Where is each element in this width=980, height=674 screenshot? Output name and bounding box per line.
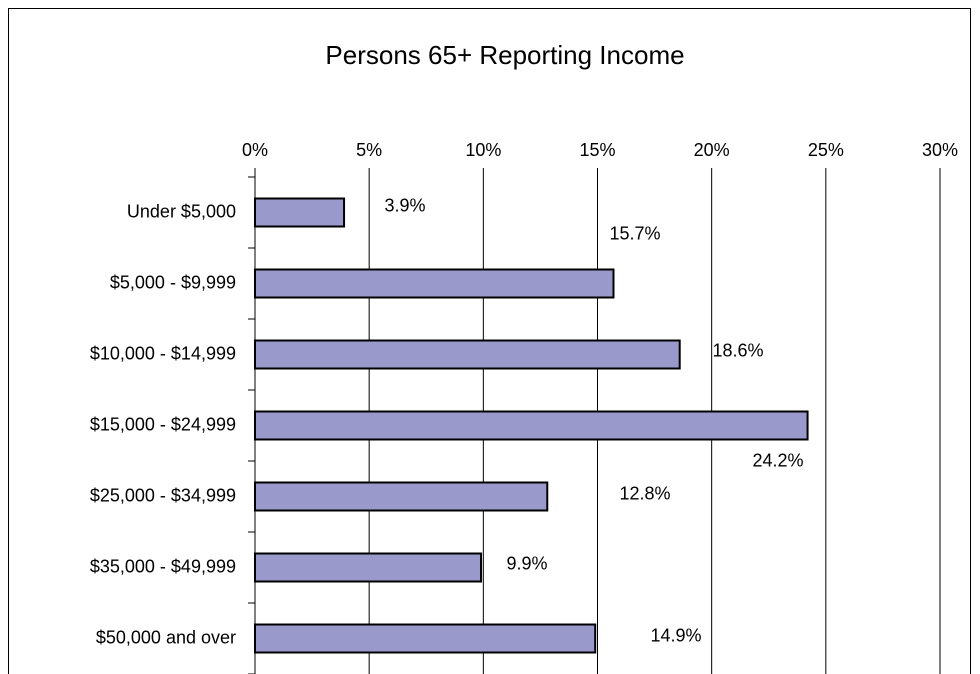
x-tick-label: 0% [242, 140, 268, 160]
y-tick-label: $35,000 - $49,999 [90, 556, 236, 576]
x-tick-label: 30% [922, 140, 958, 160]
data-label: 24.2% [752, 450, 803, 470]
x-tick-label: 15% [579, 140, 615, 160]
bar [254, 410, 809, 441]
x-tick-label: 10% [465, 140, 501, 160]
y-tick-label: $15,000 - $24,999 [90, 414, 236, 434]
x-tick-label: 5% [356, 140, 382, 160]
y-tick-label: $25,000 - $34,999 [90, 485, 236, 505]
data-label: 18.6% [712, 340, 763, 360]
data-label: 3.9% [384, 195, 425, 215]
data-label: 14.9% [650, 625, 701, 645]
bar [254, 339, 681, 370]
bar [254, 552, 483, 583]
x-tick-label: 25% [808, 140, 844, 160]
data-label: 12.8% [619, 483, 670, 503]
x-tick-label: 20% [694, 140, 730, 160]
data-label: 15.7% [609, 223, 660, 243]
bar [254, 268, 615, 299]
bar [254, 197, 346, 228]
chart-title: Persons 65+ Reporting Income [325, 40, 684, 70]
bar [254, 623, 597, 654]
y-tick-label: $5,000 - $9,999 [110, 272, 236, 292]
data-label: 9.9% [506, 553, 547, 573]
y-tick-label: $10,000 - $14,999 [90, 343, 236, 363]
y-tick-label: $50,000 and over [96, 627, 236, 647]
bar [254, 481, 549, 512]
y-tick-label: Under $5,000 [127, 201, 236, 221]
